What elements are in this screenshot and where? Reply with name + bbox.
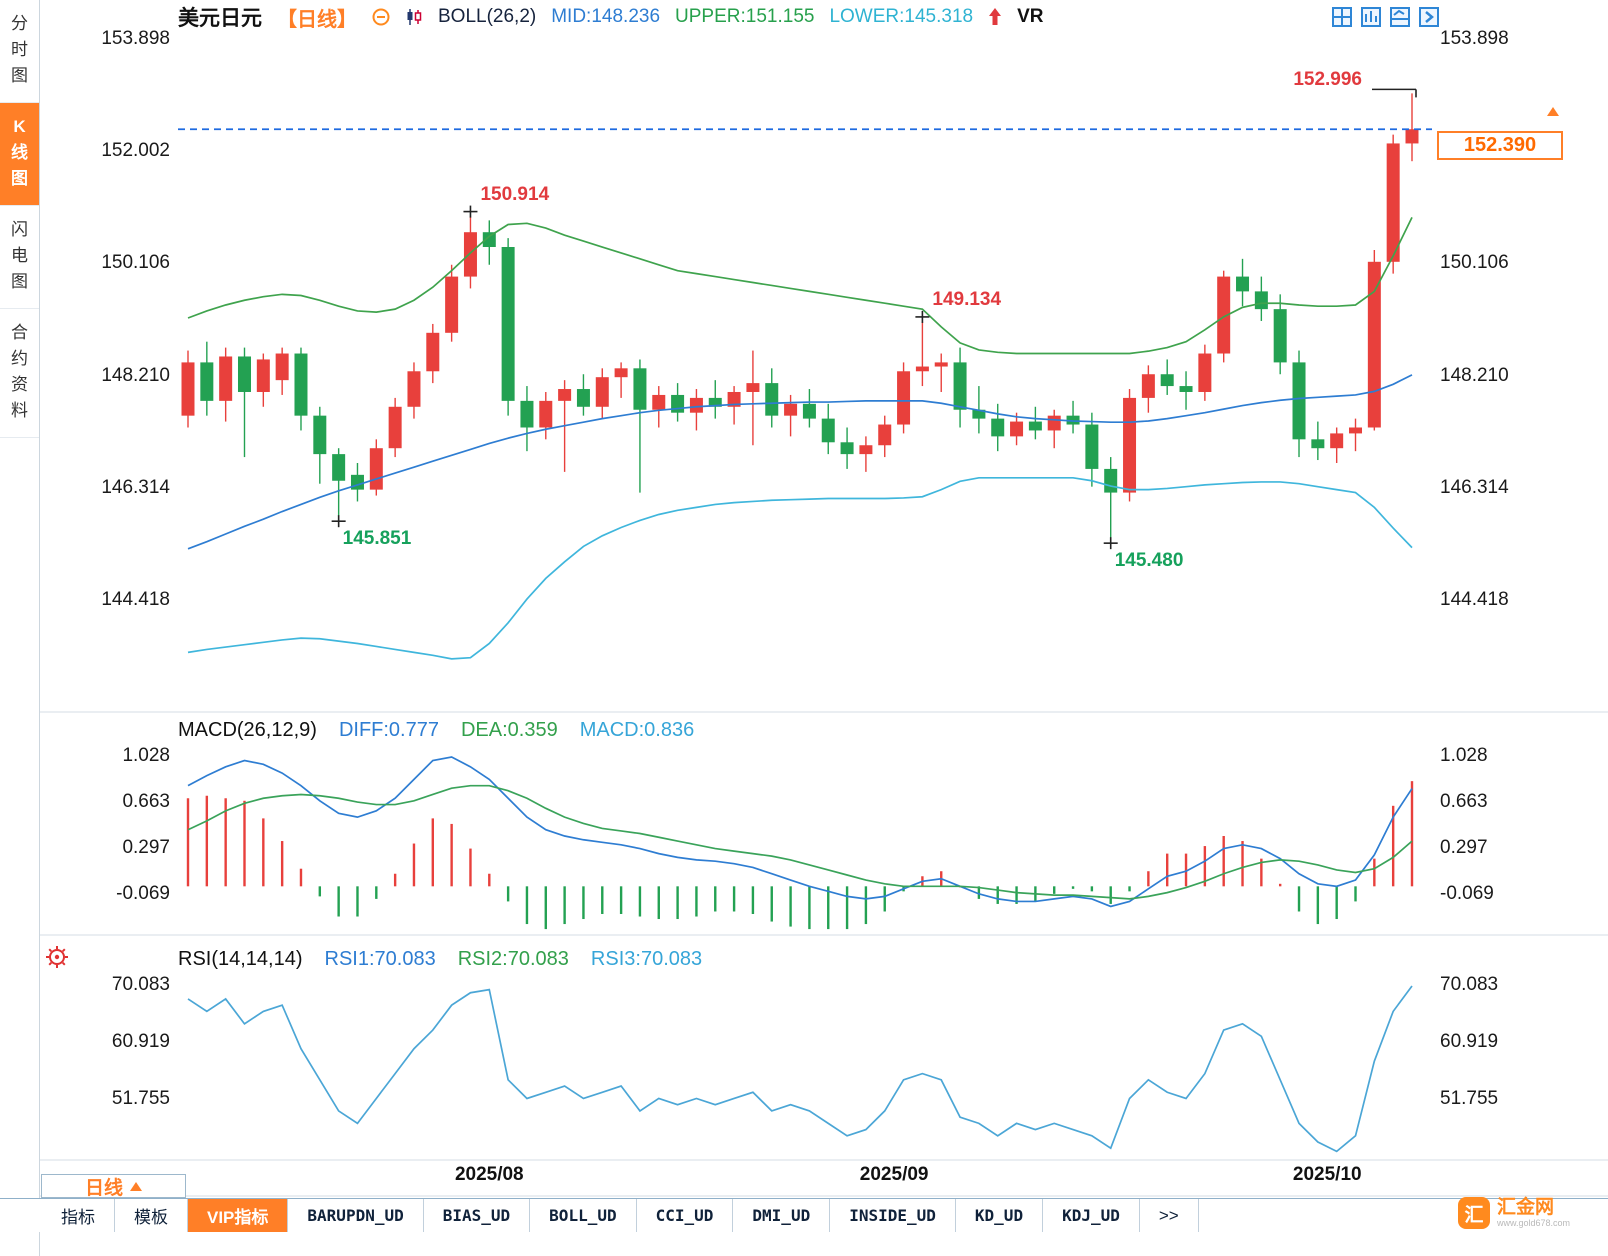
layout-next-icon[interactable]	[1418, 6, 1440, 28]
timeframe-selector[interactable]: 日线	[41, 1174, 186, 1199]
sidebar-tab-合约资料[interactable]: 合约资料	[0, 309, 39, 438]
bottom-tab-INSIDE_UD[interactable]: INSIDE_UD	[830, 1199, 956, 1232]
macd-dea-value: DEA:0.359	[460, 719, 558, 741]
bottom-tab-模板[interactable]: 模板	[115, 1199, 188, 1232]
macd-title-row: MACD(26,12,9) DIFF:0.777 DEA:0.359 MACD:…	[178, 719, 694, 742]
bottom-tab-VIP指标[interactable]: VIP指标	[188, 1199, 289, 1232]
chart-style-icon[interactable]	[405, 8, 423, 26]
bottom-tab-KDJ_UD[interactable]: KDJ_UD	[1043, 1199, 1140, 1232]
last-price-tag: 152.390	[1437, 131, 1563, 161]
boll-upper-value: UPPER:151.155	[675, 6, 815, 27]
bottom-tab-CCI_UD[interactable]: CCI_UD	[637, 1199, 734, 1232]
bottom-tab-指标[interactable]: 指标	[42, 1199, 115, 1232]
indicator-tab-bar: 指标 模板 VIP指标 BARUPDN_UD BIAS_UD BOLL_UD CCI_UD D…	[0, 1198, 1608, 1232]
boll-lower-value: LOWER:145.318	[829, 6, 974, 27]
rsi-title: RSI(14,14,14)	[178, 948, 303, 970]
rsi2-value: RSI2:70.083	[457, 948, 569, 970]
symbol-title: 美元日元	[178, 7, 262, 30]
macd-diff-value: DIFF:0.777	[338, 719, 439, 741]
triangle-up-icon	[130, 1181, 142, 1191]
bottom-tab-BIAS_UD[interactable]: BIAS_UD	[424, 1199, 531, 1232]
layout-hsplit-icon[interactable]	[1389, 6, 1411, 28]
bottom-tab-DMI_UD[interactable]: DMI_UD	[733, 1199, 831, 1232]
site-logo: 汇 汇金网 www.gold678.com	[1457, 1196, 1570, 1229]
layout-bars-icon[interactable]	[1360, 6, 1382, 28]
period-tag: 【日线】	[277, 8, 357, 31]
indicator-settings-icon[interactable]	[45, 945, 69, 969]
sidebar-tab-分时图[interactable]: 分时图	[0, 0, 39, 103]
vr-up-arrow-icon	[989, 8, 1002, 25]
macd-title: MACD(26,12,9)	[178, 719, 317, 741]
rsi3-value: RSI3:70.083	[590, 948, 703, 970]
boll-indicator-label: BOLL(26,2)	[438, 6, 537, 27]
timeframe-label: 日线	[84, 1177, 123, 1199]
bottom-tab->>[interactable]: >>	[1140, 1199, 1199, 1232]
bottom-tab-BARUPDN_UD[interactable]: BARUPDN_UD	[288, 1199, 424, 1232]
logo-subtitle: www.gold678.com	[1496, 1217, 1570, 1228]
rsi1-value: RSI1:70.083	[324, 948, 436, 970]
logo-text: 汇金网	[1496, 1196, 1554, 1218]
vr-label: VR	[1017, 6, 1044, 27]
logo-mark-icon: 汇	[1457, 1197, 1490, 1229]
rsi-title-row: RSI(14,14,14) RSI1:70.083 RSI2:70.083 RS…	[178, 948, 702, 971]
chart-header: 美元日元 【日线】 BOLL(26,2) MID:148.236 UPPER:1…	[40, 0, 1608, 34]
price-up-arrow-icon	[1547, 107, 1559, 117]
layout-quad-icon[interactable]	[1331, 6, 1353, 28]
macd-macd-value: MACD:0.836	[579, 719, 695, 741]
bottom-tab-BOLL_UD[interactable]: BOLL_UD	[530, 1199, 637, 1232]
layout-icon-group	[1331, 6, 1440, 28]
bottom-tab-KD_UD[interactable]: KD_UD	[956, 1199, 1044, 1232]
sidebar-tab-闪电图[interactable]: 闪电图	[0, 206, 39, 309]
compare-icon[interactable]	[372, 8, 390, 26]
boll-mid-value: MID:148.236	[551, 6, 661, 27]
